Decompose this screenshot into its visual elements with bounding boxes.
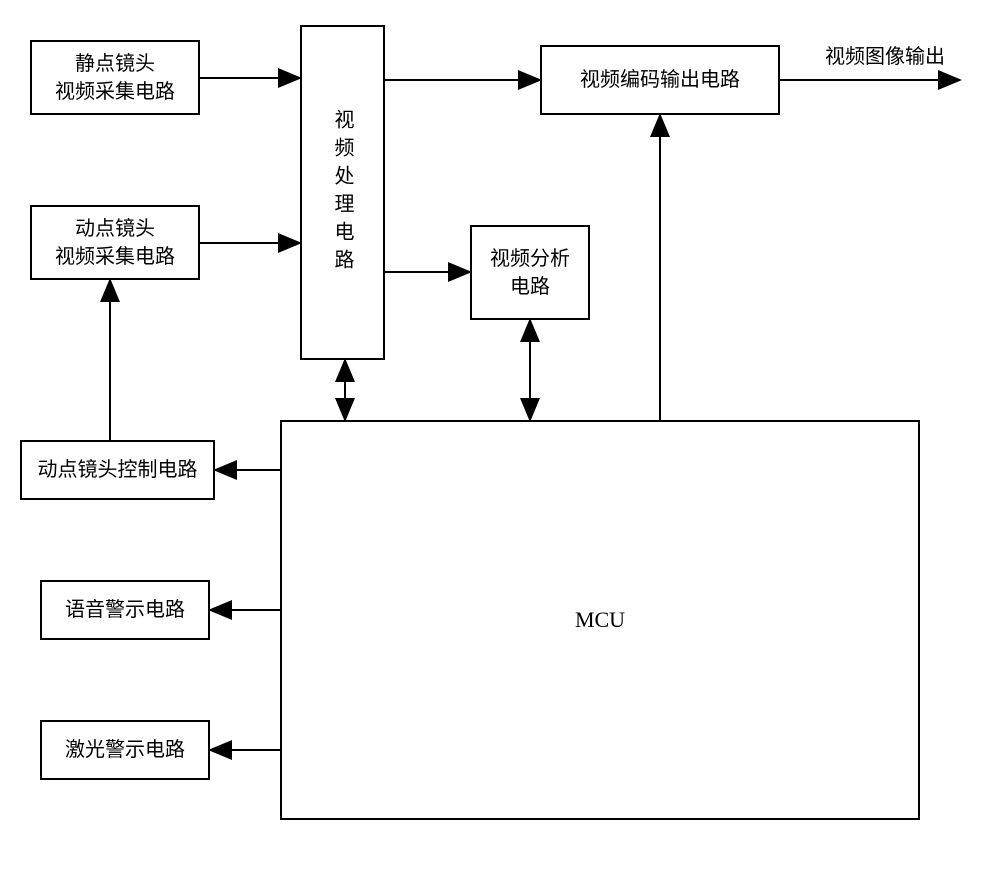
block-diagram: 静点镜头视频采集电路 动点镜头视频采集电路 动点镜头控制电路 语音警示电路 激光… — [0, 0, 1000, 890]
node-label: 动点镜头视频采集电路 — [55, 215, 175, 271]
node-label: 动点镜头控制电路 — [38, 456, 198, 484]
node-label: 视频分析电路 — [490, 245, 570, 301]
node-label: MCU — [575, 605, 625, 636]
node-label: 静点镜头视频采集电路 — [55, 50, 175, 106]
node-voice-alert: 语音警示电路 — [40, 580, 210, 640]
node-mcu: MCU — [280, 420, 920, 820]
node-moving-lens-control: 动点镜头控制电路 — [20, 440, 215, 500]
output-label: 视频图像输出 — [825, 40, 945, 69]
node-video-encoding: 视频编码输出电路 — [540, 45, 780, 115]
node-label: 激光警示电路 — [65, 736, 185, 764]
node-label: 视频处理电路 — [328, 109, 357, 277]
node-laser-alert: 激光警示电路 — [40, 720, 210, 780]
node-video-processing: 视频处理电路 — [300, 25, 385, 360]
node-moving-lens: 动点镜头视频采集电路 — [30, 205, 200, 280]
node-label: 语音警示电路 — [65, 596, 185, 624]
node-video-analysis: 视频分析电路 — [470, 225, 590, 320]
node-static-lens: 静点镜头视频采集电路 — [30, 40, 200, 115]
node-label: 视频编码输出电路 — [580, 66, 740, 94]
